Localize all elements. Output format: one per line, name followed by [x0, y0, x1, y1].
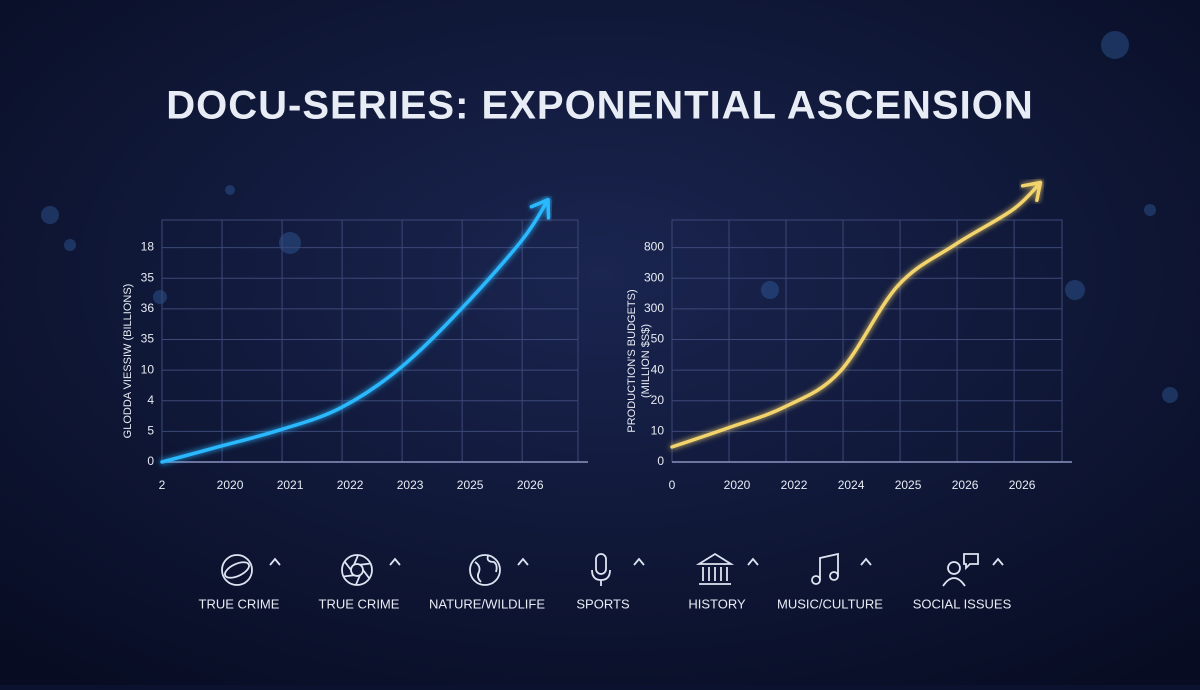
icon-part: [829, 571, 839, 581]
y-tick-label: 20: [651, 393, 665, 407]
y-tick-label: 18: [141, 240, 155, 254]
icon-part: [819, 552, 839, 580]
genre-icon: [942, 553, 979, 587]
x-tick-label: 2024: [838, 478, 865, 492]
icon-part: [221, 554, 253, 586]
genre-label: SPORTS: [576, 596, 630, 611]
bokeh: [279, 232, 301, 254]
caret: [269, 557, 281, 566]
genre-icon: [469, 554, 501, 586]
y-tick-label: 10: [141, 362, 155, 376]
data-line: [670, 180, 1043, 449]
x-tick-label: 2022: [337, 478, 364, 492]
icon-part: [595, 553, 607, 575]
y-tick-label: 36: [141, 301, 155, 315]
bokeh: [1162, 387, 1178, 403]
page-title: DOCU-SERIES: EXPONENTIAL ASCENSION: [166, 84, 1033, 128]
bokeh: [1065, 280, 1085, 300]
icon-part: [355, 574, 361, 586]
genre-icon: [591, 553, 611, 586]
icon-part: [353, 554, 359, 566]
bokeh: [761, 281, 779, 299]
caret: [860, 557, 872, 566]
x-tick-label: 2025: [895, 478, 922, 492]
icon-part: [341, 554, 373, 586]
y-tick-label: 50: [651, 332, 665, 346]
caret: [633, 557, 645, 566]
bokeh: [1101, 31, 1129, 59]
arrow-head: [1020, 180, 1043, 203]
y-tick-label: 0: [147, 454, 154, 468]
x-tick-label: 2: [159, 478, 166, 492]
data-line: [160, 198, 550, 464]
y-tick-label: 5: [147, 424, 154, 438]
genre-icon: [341, 554, 373, 586]
genre-icon: [695, 552, 735, 585]
icon-part: [343, 574, 355, 578]
icon-part: [963, 553, 979, 571]
x-tick-label: 0: [669, 478, 676, 492]
y-tick-label: 4: [147, 393, 154, 407]
genre-icon: [811, 552, 839, 585]
x-tick-label: 2020: [724, 478, 751, 492]
y-tick-label: 35: [141, 332, 155, 346]
icon-part: [942, 577, 966, 587]
bokeh: [153, 290, 167, 304]
x-tick-label: 2020: [217, 478, 244, 492]
x-tick-label: 2023: [397, 478, 424, 492]
genre-label: SOCIAL ISSUES: [913, 596, 1012, 611]
y-tick-label: 0: [657, 454, 664, 468]
bokeh: [225, 185, 235, 195]
y-tick-label: 800: [644, 240, 664, 254]
caret: [517, 557, 529, 566]
y-tick-label: 300: [644, 301, 664, 315]
caret: [992, 557, 1004, 566]
icon-part: [947, 561, 961, 575]
icon-part: [811, 575, 821, 585]
genre-label: NATURE/WILDLIFE: [429, 596, 545, 611]
bokeh: [41, 206, 59, 224]
icon-part: [343, 560, 352, 571]
y-tick-label: 40: [651, 362, 665, 376]
icon-part: [474, 555, 498, 583]
y-tick-label: 300: [644, 270, 664, 284]
icon-part: [362, 569, 371, 580]
y-axis-title: GLODDA VIESSIW (BILLIONS): [122, 284, 134, 439]
y-tick-label: 10: [651, 424, 665, 438]
icon-part: [469, 554, 501, 586]
y-axis-title: (MILLION $S$): [640, 324, 652, 398]
x-tick-label: 2021: [277, 478, 304, 492]
y-tick-label: 35: [141, 270, 155, 284]
x-tick-label: 2022: [781, 478, 808, 492]
genre-label: MUSIC/CULTURE: [777, 596, 883, 611]
x-tick-label: 2026: [517, 478, 544, 492]
bokeh: [1144, 204, 1156, 216]
genre-label: HISTORY: [688, 596, 746, 611]
icon-part: [591, 569, 611, 586]
x-tick-label: 2025: [457, 478, 484, 492]
y-axis-title: PRODUCTION'S BUDGETS): [626, 289, 638, 432]
caret: [389, 557, 401, 566]
genre-label: TRUE CRIME: [319, 596, 400, 611]
caret: [747, 557, 759, 566]
arrow-head: [529, 198, 551, 220]
x-tick-label: 2026: [1009, 478, 1036, 492]
icon-part: [224, 561, 250, 579]
genre-label: TRUE CRIME: [199, 596, 280, 611]
icon-part: [695, 552, 735, 585]
genre-icon: [221, 554, 253, 586]
x-tick-label: 2026: [952, 478, 979, 492]
bokeh: [64, 239, 76, 251]
icon-part: [359, 562, 371, 566]
